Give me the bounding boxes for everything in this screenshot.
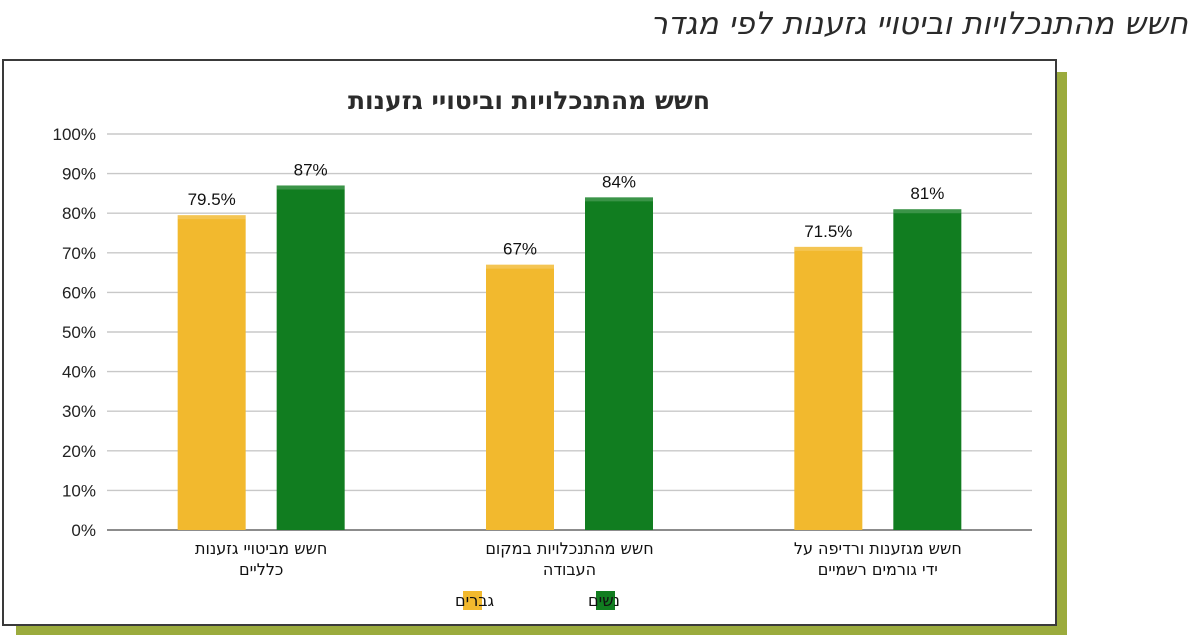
y-tick-label: 30% bbox=[62, 402, 96, 421]
y-tick-label: 70% bbox=[62, 244, 96, 263]
bars bbox=[177, 185, 962, 531]
bar bbox=[585, 197, 653, 531]
bar bbox=[276, 185, 345, 530]
category-label: חשש מביטויי גזענות bbox=[195, 539, 327, 558]
y-tick-label: 90% bbox=[62, 165, 96, 184]
data-label: 81% bbox=[910, 184, 944, 203]
data-label: 71.5% bbox=[804, 222, 852, 241]
category-labels: חשש מביטויי גזענות כלליים חשש מהתנכלויות ב… bbox=[195, 539, 962, 579]
legend-swatch bbox=[596, 591, 615, 610]
chart-title: חשש מהתנכלויות וביטויי גזענות bbox=[348, 86, 710, 115]
bar-highlight bbox=[177, 215, 246, 220]
y-tick-label: 60% bbox=[62, 283, 96, 302]
bar-highlight bbox=[486, 264, 554, 269]
y-tick-label: 10% bbox=[62, 481, 96, 500]
y-axis-ticks: 0% 10% 20% 30% 40% 50% 60% 70% 80% 90% 100% bbox=[53, 125, 96, 540]
y-tick-label: 20% bbox=[62, 442, 96, 461]
data-label: 84% bbox=[602, 172, 636, 191]
bar-chart: חשש מהתנכלויות וביטויי גזענות 0% 10% 20% 30… bbox=[53, 86, 1032, 610]
category-label: חשש מגזענות ורדיפה על bbox=[794, 539, 962, 558]
category-label: העבודה bbox=[543, 560, 596, 579]
data-label: 87% bbox=[294, 160, 328, 179]
chart-card: חשש מהתנכלויות וביטויי גזענות 0% 10% 20% 30… bbox=[2, 59, 1057, 626]
legend-swatch bbox=[463, 591, 482, 610]
y-tick-label: 80% bbox=[62, 204, 96, 223]
bar bbox=[486, 264, 554, 530]
legend-label: נשים bbox=[588, 591, 620, 610]
category-label: חשש מהתנכלויות במקום bbox=[485, 539, 653, 558]
bar-highlight bbox=[794, 246, 863, 251]
data-label: 79.5% bbox=[188, 190, 236, 209]
y-tick-label: 0% bbox=[71, 521, 96, 540]
bar-highlight bbox=[276, 185, 345, 190]
gridlines bbox=[107, 133, 1032, 531]
y-tick-label: 40% bbox=[62, 363, 96, 382]
y-tick-label: 100% bbox=[53, 125, 96, 144]
category-label: ידי גורמים רשמיים bbox=[818, 560, 938, 579]
page-title: חשש מהתנכלויות וביטויי גזענות לפי מגדר bbox=[650, 6, 1188, 42]
data-labels: 79.5% 87% 67% 84% 71.5% 81% bbox=[188, 160, 945, 258]
bar bbox=[177, 215, 246, 530]
bar bbox=[794, 246, 863, 531]
legend-label: גברים bbox=[455, 591, 494, 610]
y-tick-label: 50% bbox=[62, 323, 96, 342]
legend: נשים גברים bbox=[455, 591, 620, 610]
bar-highlight bbox=[585, 197, 653, 202]
bar-highlight bbox=[893, 209, 962, 214]
bar bbox=[893, 209, 962, 531]
category-label: כלליים bbox=[239, 560, 283, 579]
data-label: 67% bbox=[503, 240, 537, 259]
